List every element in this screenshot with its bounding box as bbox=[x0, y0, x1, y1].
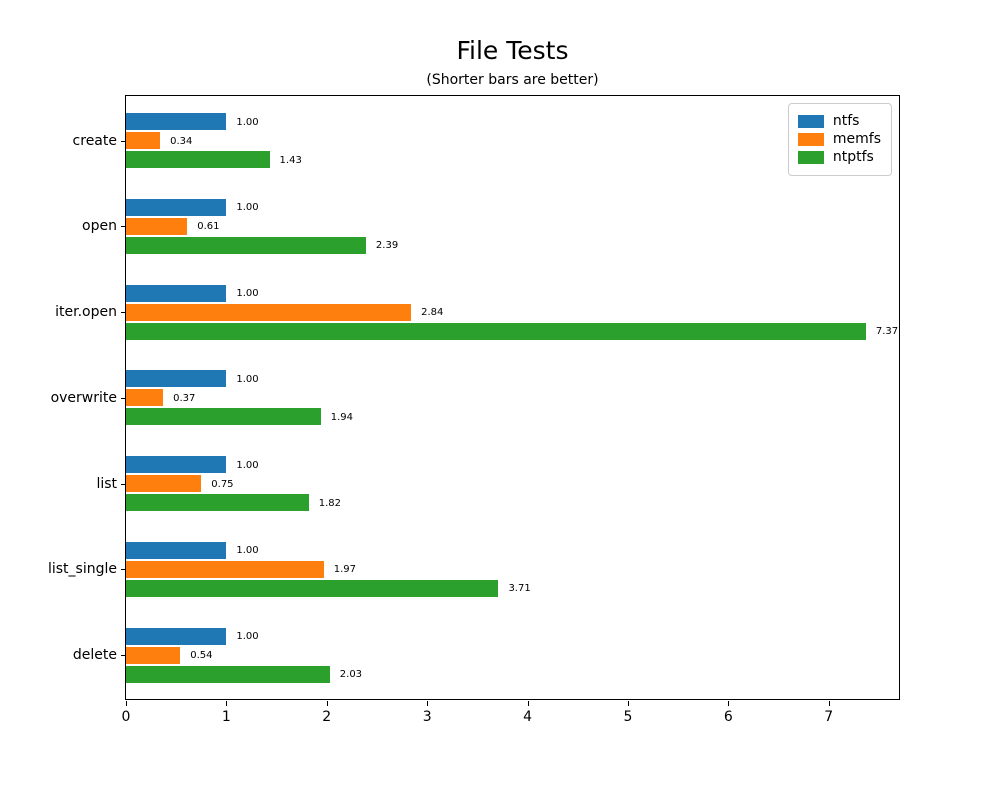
legend-label-memfs: memfs bbox=[832, 131, 881, 147]
x-tick bbox=[427, 701, 429, 706]
bar-value-label: 0.75 bbox=[211, 478, 234, 490]
y-tick-label-iter.open: iter.open bbox=[55, 304, 117, 320]
bar-value-label: 0.37 bbox=[173, 392, 196, 404]
y-tick-label-overwrite: overwrite bbox=[50, 389, 117, 406]
bar-ntfs-delete bbox=[126, 627, 227, 645]
bar-value-label: 1.00 bbox=[236, 545, 259, 557]
bar-value-label: 3.71 bbox=[508, 583, 531, 595]
legend: ntfs memfs ntptfs bbox=[787, 103, 892, 176]
bar-ntptfs-list bbox=[126, 494, 309, 511]
plot-area: 1.00 0.34 1.43 1.00 0.61 2.39 1.00 2.84 7.37 1.00… bbox=[48, 95, 900, 725]
bar-memfs-overwrite bbox=[126, 389, 164, 407]
x-tick-label-2: 2 bbox=[322, 709, 332, 725]
legend-swatch-ntfs bbox=[797, 115, 824, 128]
y-tick-label-create: create bbox=[72, 132, 117, 149]
bar-value-label: 1.00 bbox=[236, 202, 259, 214]
x-tick bbox=[627, 701, 629, 706]
y-tick-label-list_single: list_single bbox=[47, 561, 117, 578]
bar-value-label: 1.00 bbox=[236, 459, 259, 471]
legend-label-ntptfs: ntptfs bbox=[832, 149, 874, 165]
bar-ntptfs-overwrite bbox=[126, 408, 321, 426]
x-tick-label-4: 4 bbox=[523, 709, 532, 725]
x-tick-label-7: 7 bbox=[824, 709, 834, 725]
bar-ntfs-create bbox=[126, 113, 227, 130]
bar-value-label: 2.03 bbox=[339, 669, 363, 680]
bar-ntfs-list bbox=[126, 456, 227, 473]
bar-ntfs-iter.open bbox=[126, 284, 227, 302]
y-tick-label-delete: delete bbox=[72, 647, 117, 663]
x-tick-label-0: 0 bbox=[121, 709, 131, 725]
bar-value-label: 0.61 bbox=[197, 221, 220, 233]
legend-item-ntfs: ntfs bbox=[797, 113, 881, 129]
bar-value-label: 1.00 bbox=[236, 373, 259, 385]
x-tick-label-6: 6 bbox=[723, 709, 733, 725]
bar-value-label: 2.39 bbox=[375, 240, 399, 252]
legend-swatch-ntptfs bbox=[797, 151, 824, 164]
x-tick bbox=[728, 701, 730, 706]
bar-value-label: 7.37 bbox=[875, 326, 899, 337]
bar-value-label: 0.34 bbox=[170, 135, 193, 147]
bar-ntfs-open bbox=[126, 198, 227, 216]
bar-ntptfs-iter.open bbox=[126, 322, 866, 340]
bar-ntfs-list_single bbox=[126, 541, 227, 559]
x-tick bbox=[326, 701, 328, 706]
x-tick-label-1: 1 bbox=[221, 709, 231, 725]
chart-subtitle: (Shorter bars are better) bbox=[426, 72, 599, 88]
bar-memfs-open bbox=[126, 217, 188, 235]
legend-label-ntfs: ntfs bbox=[832, 113, 860, 129]
x-tick bbox=[226, 701, 228, 706]
bar-ntptfs-create bbox=[126, 151, 270, 168]
x-tick-label-5: 5 bbox=[623, 709, 633, 725]
bar-value-label: 1.43 bbox=[279, 154, 302, 166]
x-tick bbox=[126, 701, 127, 706]
bar-value-label: 1.97 bbox=[333, 564, 357, 576]
bar-value-label: 2.84 bbox=[421, 307, 444, 318]
bar-ntptfs-open bbox=[126, 236, 366, 254]
y-tick bbox=[121, 226, 126, 228]
y-tick-label-open: open bbox=[82, 218, 117, 235]
x-tick bbox=[527, 701, 529, 706]
y-tick bbox=[121, 569, 126, 571]
bar-memfs-create bbox=[126, 132, 161, 149]
bar-value-label: 1.00 bbox=[236, 631, 259, 642]
bar-ntfs-overwrite bbox=[126, 370, 227, 388]
y-tick-label-list: list bbox=[96, 475, 117, 492]
bar-value-label: 1.94 bbox=[330, 411, 354, 423]
bar-value-label: 1.00 bbox=[236, 288, 259, 299]
bar-value-label: 1.82 bbox=[318, 497, 341, 509]
y-tick bbox=[121, 140, 126, 142]
legend-item-memfs: memfs bbox=[797, 131, 881, 147]
bar-value-label: 0.54 bbox=[190, 650, 213, 661]
legend-swatch-memfs bbox=[797, 133, 824, 146]
legend-item-ntptfs: ntptfs bbox=[797, 149, 881, 165]
y-tick bbox=[121, 483, 126, 485]
y-tick bbox=[121, 312, 126, 313]
y-tick bbox=[121, 397, 126, 399]
bar-memfs-iter.open bbox=[126, 303, 412, 321]
bar-memfs-list bbox=[126, 475, 202, 492]
bar-ntptfs-list_single bbox=[126, 579, 499, 597]
x-tick bbox=[828, 701, 830, 706]
bar-value-label: 1.00 bbox=[236, 116, 259, 128]
bar-memfs-list_single bbox=[126, 560, 324, 578]
bar-memfs-delete bbox=[126, 646, 181, 664]
x-tick-label-3: 3 bbox=[422, 709, 432, 725]
chart-title: File Tests bbox=[456, 36, 569, 65]
y-tick bbox=[121, 655, 126, 656]
bar-ntptfs-delete bbox=[126, 665, 330, 683]
